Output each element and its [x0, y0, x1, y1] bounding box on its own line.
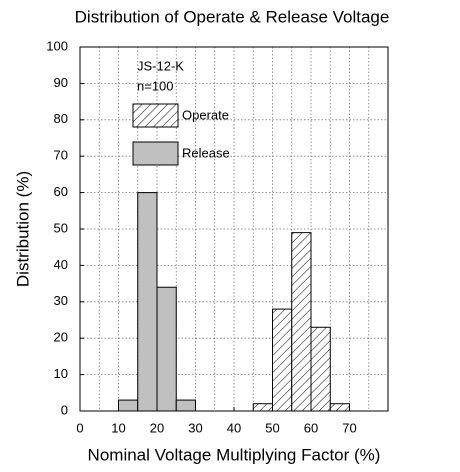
legend-label: Operate [182, 107, 229, 122]
x-tick-label: 20 [150, 420, 164, 435]
y-tick-label: 90 [54, 75, 68, 90]
y-tick-label: 50 [54, 220, 68, 235]
y-tick-label: 80 [54, 111, 68, 126]
x-tick-label: 0 [76, 420, 83, 435]
y-tick-label: 70 [54, 148, 68, 163]
x-tick-label: 30 [188, 420, 202, 435]
y-tick-label: 40 [54, 257, 68, 272]
chart-title: Distribution of Operate & Release Voltag… [75, 7, 390, 26]
bar [310, 326, 331, 412]
x-axis-label: Nominal Voltage Multiplying Factor (%) [88, 445, 381, 464]
y-tick-label: 30 [54, 293, 68, 308]
bar [118, 399, 139, 412]
y-tick-label: 20 [54, 330, 68, 345]
legend-swatch [132, 103, 179, 128]
x-tick-label: 70 [342, 420, 356, 435]
x-tick-label: 60 [304, 420, 318, 435]
bar [272, 308, 293, 412]
x-tick-label: 10 [111, 420, 125, 435]
bar [137, 192, 158, 412]
legend-swatch [132, 141, 179, 166]
y-axis-label: Distribution (%) [13, 171, 32, 287]
bar [156, 286, 177, 412]
y-tick-label: 60 [54, 184, 68, 199]
bar [291, 232, 312, 412]
bar [175, 399, 196, 412]
bar [252, 403, 273, 412]
x-tick-label: 40 [227, 420, 241, 435]
y-tick-label: 10 [54, 366, 68, 381]
x-tick-label: 50 [265, 420, 279, 435]
bar [329, 403, 350, 412]
plot-frame [79, 46, 389, 412]
y-tick-label: 100 [46, 38, 68, 53]
y-tick-label: 0 [61, 402, 68, 417]
annotation: JS-12-K [137, 58, 184, 73]
annotation: n=100 [137, 78, 174, 93]
legend-label: Release [182, 145, 230, 160]
